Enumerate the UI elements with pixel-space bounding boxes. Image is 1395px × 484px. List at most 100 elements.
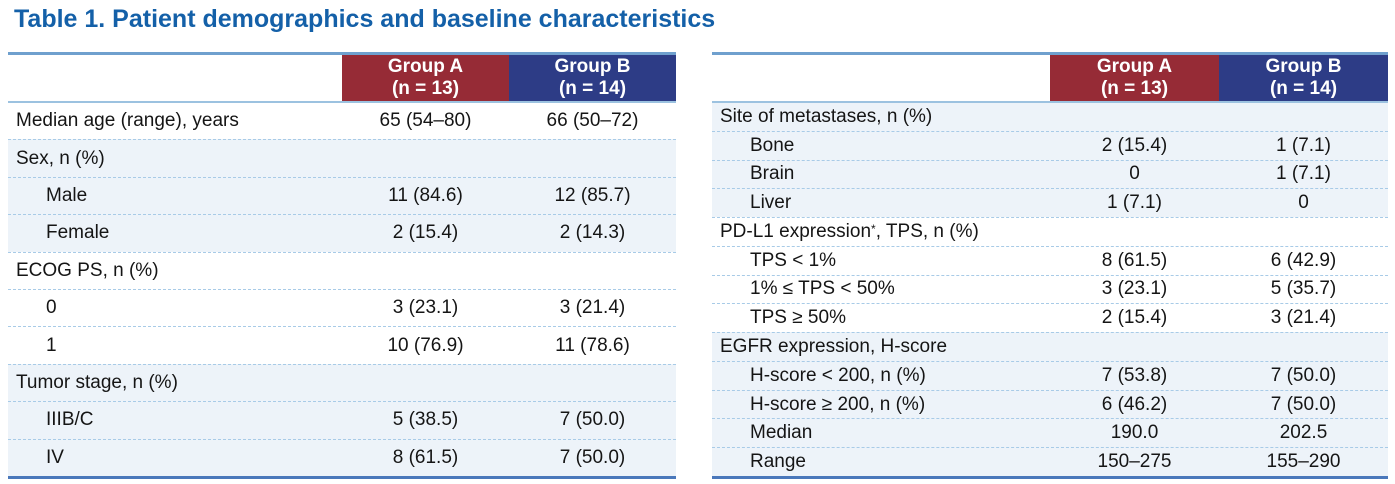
value-group-b: 2 (14.3)	[559, 222, 626, 244]
row-label-text: Bone	[750, 134, 795, 156]
row-label-text: H-score ≥ 200, n (%)	[750, 393, 926, 415]
row-label: Tumor stage, n (%)	[8, 365, 342, 401]
value-group-a	[342, 140, 509, 176]
page-title: Table 1. Patient demographics and baseli…	[14, 5, 716, 33]
row-label: IIIB/C	[8, 402, 342, 438]
row-label-text: IIIB/C	[46, 409, 94, 431]
row-label: EGFR expression, H-score	[712, 333, 1050, 361]
row-label-text: IV	[46, 446, 64, 468]
value-group-b	[1219, 218, 1388, 246]
value-group-a	[1050, 103, 1219, 131]
row-label-text: ECOG PS, n (%)	[16, 259, 159, 281]
value-group-a: 0	[1129, 163, 1140, 185]
table-row: Median 190.0 202.5	[712, 418, 1388, 448]
value-group-a: 2 (15.4)	[1101, 134, 1168, 156]
value-group-b: 3 (21.4)	[1270, 307, 1337, 329]
table-row: TPS < 1% 8 (61.5) 6 (42.9)	[712, 245, 1388, 275]
value-group-a: 190.0	[1110, 422, 1159, 444]
row-label-text: , TPS, n (%)	[875, 220, 979, 242]
value-group-b: 66 (50–72)	[546, 110, 639, 132]
column-header-text: Group B	[1265, 56, 1342, 77]
value-group-a: 1 (7.1)	[1107, 192, 1162, 214]
value-group-a: 8 (61.5)	[392, 446, 459, 468]
value-group-a: 3 (23.1)	[1101, 278, 1168, 300]
row-label: Range	[712, 448, 1050, 476]
table-body: Site of metastases, n (%) Bone 2 (15.4) 1 (…	[712, 103, 1388, 476]
row-label: TPS ≥ 50%	[712, 304, 1050, 332]
value-group-a	[342, 253, 509, 289]
demographics-table-left: Group A (n = 13) Group B (n = 14) Median ag…	[8, 52, 676, 479]
row-label: Bone	[712, 132, 1050, 160]
row-label: Median	[712, 419, 1050, 447]
value-group-a: 3 (23.1)	[392, 297, 459, 319]
value-group-a: 2 (15.4)	[392, 222, 459, 244]
table-row: Median age (range), years 65 (54–80) 66 (5…	[8, 103, 676, 140]
row-label-text: EGFR expression, H-score	[720, 336, 948, 357]
column-header-text: (n = 13)	[1100, 78, 1169, 99]
value-group-b: 12 (85.7)	[554, 185, 631, 207]
section-row: EGFR expression, H-score	[712, 332, 1388, 361]
table-row: 0 3 (23.1) 3 (21.4)	[8, 289, 676, 327]
table-row: Range 150–275 155–290	[712, 447, 1388, 476]
value-group-a: 6 (46.2)	[1101, 393, 1168, 415]
row-label: Brain	[712, 161, 1050, 189]
column-header-text: Group B	[554, 56, 631, 77]
row-label: H-score < 200, n (%)	[712, 362, 1050, 390]
column-header-group-b: Group B (n = 14)	[1219, 55, 1388, 101]
value-group-b: 7 (50.0)	[559, 446, 626, 468]
row-label-text: PD-L1 expression	[720, 220, 872, 242]
table-row: H-score ≥ 200, n (%) 6 (46.2) 7 (50.0)	[712, 389, 1388, 419]
row-label: 0	[8, 290, 342, 326]
table-row: 1 10 (76.9) 11 (78.6)	[8, 326, 676, 364]
value-group-a: 150–275	[1097, 451, 1172, 473]
column-header-text: Group A	[1096, 56, 1173, 77]
table-body: Median age (range), years 65 (54–80) 66 (5…	[8, 103, 676, 477]
row-label-text: TPS ≥ 50%	[750, 307, 846, 329]
table-row: Brain 0 1 (7.1)	[712, 159, 1388, 189]
table-row: TPS ≥ 50% 2 (15.4) 3 (21.4)	[712, 303, 1388, 333]
value-group-b: 1 (7.1)	[1276, 134, 1331, 156]
row-label-text: 0	[46, 297, 57, 319]
value-group-b: 3 (21.4)	[559, 297, 626, 319]
value-group-a: 5 (38.5)	[392, 409, 459, 431]
value-group-b: 6 (42.9)	[1270, 249, 1337, 271]
row-label-text: 1	[46, 334, 57, 356]
value-group-a: 8 (61.5)	[1101, 249, 1168, 271]
section-row: PD-L1 expression *, TPS, n (%)	[712, 217, 1388, 246]
column-header-group-b: Group B (n = 14)	[509, 55, 676, 101]
table-row: 1% ≤ TPS < 50% 3 (23.1) 5 (35.7)	[712, 274, 1388, 304]
row-label-text: Female	[46, 222, 110, 244]
row-label: TPS < 1%	[712, 247, 1050, 275]
row-label-text: Male	[46, 185, 88, 207]
table-row: Male 11 (84.6) 12 (85.7)	[8, 176, 676, 215]
header-spacer	[712, 55, 1050, 101]
row-label-text: Median age (range), years	[16, 110, 239, 132]
row-label: Sex, n (%)	[8, 140, 342, 176]
table-row: IV 8 (61.5) 7 (50.0)	[8, 438, 676, 477]
row-label: Male	[8, 178, 342, 214]
value-group-a	[1050, 333, 1219, 361]
row-label: 1% ≤ TPS < 50%	[712, 276, 1050, 304]
row-label: Median age (range), years	[8, 103, 342, 139]
value-group-a: 11 (84.6)	[388, 185, 463, 207]
row-label: Site of metastases, n (%)	[712, 103, 1050, 131]
value-group-a	[1050, 218, 1219, 246]
row-label-text: 1% ≤ TPS < 50%	[750, 278, 895, 300]
row-label-text: Median	[750, 422, 813, 444]
row-label-text: Range	[750, 451, 806, 473]
column-header-text: (n = 13)	[391, 78, 460, 99]
row-label: Female	[8, 215, 342, 251]
row-label-text: Brain	[750, 163, 795, 185]
row-label-text: Site of metastases, n (%)	[720, 105, 933, 127]
value-group-a: 10 (76.9)	[387, 334, 464, 356]
row-label-text: TPS < 1%	[750, 249, 837, 271]
value-group-b: 155–290	[1266, 451, 1341, 473]
table-row: Liver 1 (7.1) 0	[712, 188, 1388, 218]
row-label: Liver	[712, 189, 1050, 217]
value-group-a: 2 (15.4)	[1101, 307, 1168, 329]
row-label-text: Liver	[750, 192, 792, 214]
value-group-b: 5 (35.7)	[1270, 278, 1337, 300]
row-label-text: Tumor stage, n (%)	[16, 372, 178, 394]
value-group-b	[509, 253, 676, 289]
table-row: Female 2 (15.4) 2 (14.3)	[8, 214, 676, 252]
